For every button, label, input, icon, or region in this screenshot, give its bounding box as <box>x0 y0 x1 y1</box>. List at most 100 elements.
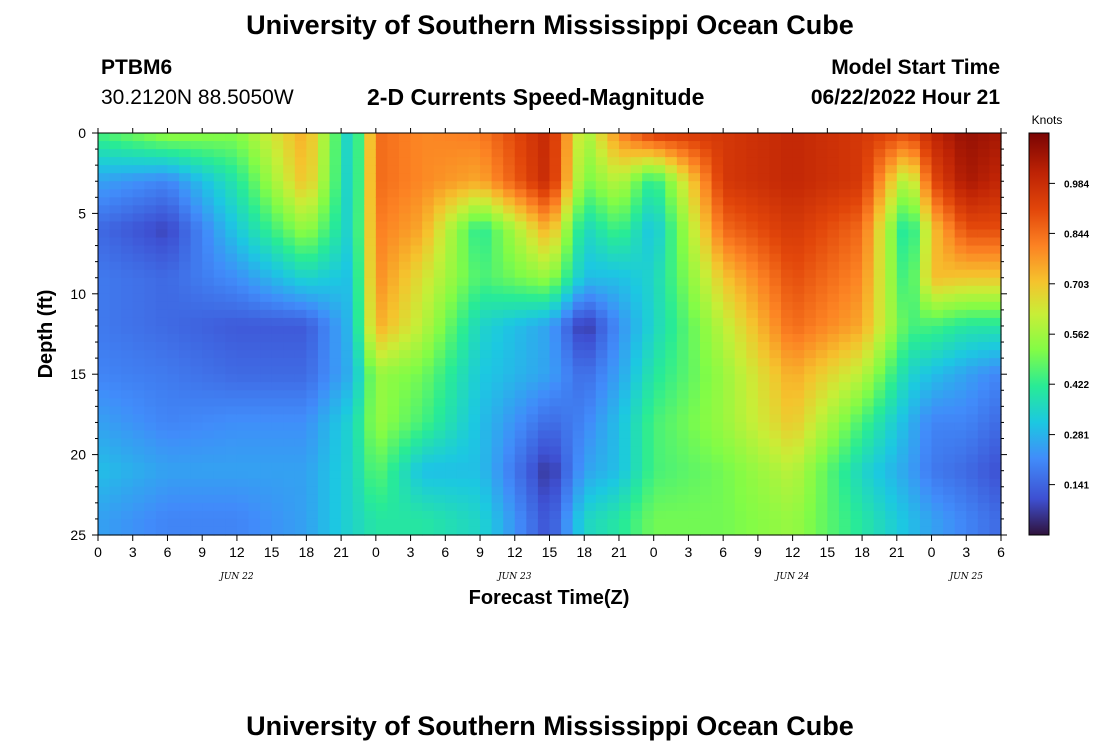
heatmap-cell <box>827 189 840 198</box>
heatmap-cell <box>549 334 562 343</box>
heatmap-cell <box>688 237 701 247</box>
heatmap-cell <box>144 157 157 166</box>
heatmap-cell <box>896 462 909 472</box>
heatmap-cell <box>236 510 250 520</box>
heatmap-cell <box>561 510 574 520</box>
heatmap-cell <box>572 309 585 319</box>
heatmap-cell <box>943 141 956 150</box>
heatmap-cell <box>317 486 331 496</box>
heatmap-cell <box>885 317 898 327</box>
heatmap-cell <box>271 213 284 223</box>
heatmap-cell <box>804 430 817 440</box>
heatmap-cell <box>804 269 817 279</box>
heatmap-cell <box>306 414 319 424</box>
heatmap-cell <box>989 261 1002 271</box>
heatmap-cell <box>642 269 655 279</box>
heatmap-cell <box>757 518 771 528</box>
heatmap-cell <box>885 478 898 488</box>
heatmap-cell <box>549 133 562 142</box>
heatmap-cell <box>375 165 389 174</box>
heatmap-cell <box>746 157 759 166</box>
heatmap-cell <box>410 358 423 367</box>
heatmap-cell <box>943 237 956 247</box>
heatmap-cell <box>954 261 967 271</box>
heatmap-cell <box>757 446 771 456</box>
heatmap-cell <box>919 189 933 198</box>
heatmap-cell <box>132 366 145 375</box>
heatmap-cell <box>98 301 111 311</box>
heatmap-cell <box>225 165 238 174</box>
heatmap-cell <box>202 277 215 287</box>
heatmap-cell <box>456 269 470 279</box>
heatmap-cell <box>213 334 226 343</box>
heatmap-cell <box>630 285 643 295</box>
heatmap-cell <box>862 229 875 239</box>
heatmap-cell <box>109 293 122 303</box>
heatmap-cell <box>364 181 377 190</box>
heatmap-cell <box>202 422 215 432</box>
heatmap-cell <box>456 446 470 456</box>
heatmap-cell <box>595 422 608 432</box>
heatmap-cell <box>815 165 828 174</box>
heatmap-cell <box>236 237 250 247</box>
heatmap-cell <box>456 317 470 327</box>
heatmap-cell <box>456 253 470 263</box>
heatmap-cell <box>885 173 898 182</box>
heatmap-cell <box>167 277 180 287</box>
heatmap-cell <box>167 350 180 359</box>
heatmap-cell <box>838 237 852 247</box>
heatmap-cell <box>688 470 701 480</box>
heatmap-cell <box>862 478 875 488</box>
heatmap-cell <box>804 173 817 182</box>
heatmap-cell <box>491 470 504 480</box>
heatmap-cell <box>456 301 470 311</box>
heatmap-cell <box>283 470 296 480</box>
heatmap-cell <box>943 526 956 536</box>
heatmap-cell <box>607 157 620 166</box>
heatmap-cell <box>225 269 238 279</box>
heatmap-cell <box>317 317 331 327</box>
heatmap-cell <box>885 510 898 520</box>
heatmap-cell <box>271 470 284 480</box>
heatmap-cell <box>549 470 562 480</box>
heatmap-cell <box>399 398 412 407</box>
heatmap-cell <box>827 325 840 335</box>
heatmap-cell <box>236 470 250 480</box>
heatmap-cell <box>746 293 759 303</box>
heatmap-cell <box>885 189 898 198</box>
heatmap-cell <box>815 358 828 367</box>
heatmap-cell <box>688 141 701 150</box>
heatmap-cell <box>908 141 921 150</box>
heatmap-cell <box>815 269 828 279</box>
heatmap-cell <box>676 382 690 391</box>
heatmap-cell <box>121 430 134 440</box>
heatmap-cell <box>225 398 238 407</box>
heatmap-cell <box>838 301 852 311</box>
heatmap-cell <box>456 518 470 528</box>
heatmap-cell <box>236 398 250 407</box>
heatmap-cell <box>422 358 435 367</box>
heatmap-cell <box>503 141 516 150</box>
heatmap-cell <box>514 285 527 295</box>
heatmap-cell <box>132 422 145 432</box>
heatmap-cell <box>410 422 423 432</box>
heatmap-cell <box>792 197 805 206</box>
heatmap-cell <box>167 430 180 440</box>
heatmap-cell <box>144 446 157 456</box>
heatmap-cell <box>873 261 886 271</box>
heatmap-cell <box>653 374 666 383</box>
heatmap-cell <box>607 502 620 512</box>
heatmap-cell <box>225 486 238 496</box>
heatmap-cell <box>121 438 134 448</box>
heatmap-cell <box>352 205 365 214</box>
x-tick-label: 6 <box>997 544 1005 560</box>
heatmap-cell <box>757 245 771 255</box>
heatmap-cell <box>734 285 747 295</box>
heatmap-cell <box>456 398 470 407</box>
heatmap-cell <box>931 406 944 415</box>
heatmap-cell <box>769 301 782 311</box>
heatmap-cell <box>121 478 134 488</box>
heatmap-cell <box>919 317 933 327</box>
heatmap-cell <box>665 486 678 496</box>
heatmap-cell <box>572 325 585 335</box>
